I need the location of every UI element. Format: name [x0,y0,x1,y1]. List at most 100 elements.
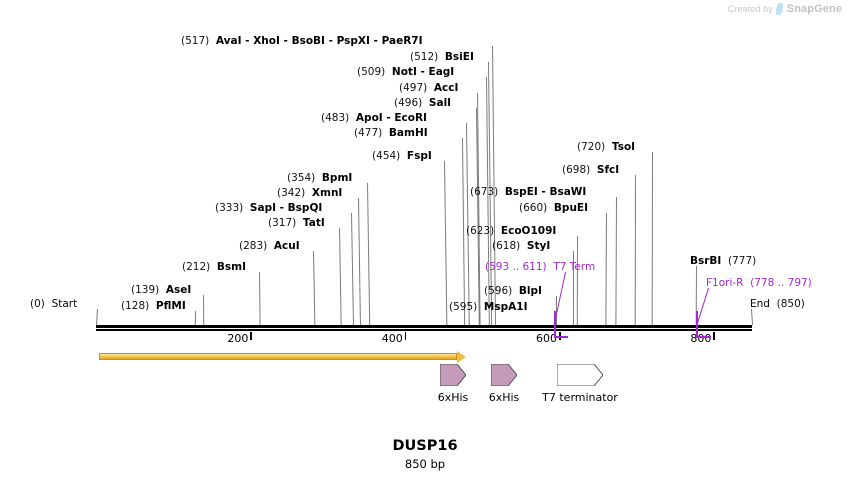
enzyme-separator: - [276,202,288,214]
enzyme-name: PflMI [155,300,186,312]
enzyme-name: SfcI [596,164,620,176]
snapgene-leaf-icon [775,3,784,15]
feature-arrow-t7-terminator[interactable] [557,364,603,386]
enzyme-position: (454) [372,150,401,162]
terminal-position: (850) [776,298,805,310]
ruler-label: 200 [227,332,249,345]
leader-line [203,294,205,326]
enzyme-position: (596) [484,285,513,297]
feature-position: (778 .. 797) [750,277,812,289]
enzyme-name: SapI [249,202,276,214]
enzyme-position: (333) [215,202,244,214]
enzyme-name: BspEI [504,186,538,198]
feature-range-bar [553,336,568,338]
sequence-name: DUSP16 [392,438,458,454]
feature-position: (593 .. 611) [485,261,547,273]
enzyme-position: (673) [470,186,499,198]
enzyme-name: BpmI [321,172,353,184]
enzyme-site-label[interactable]: (595) MspA1I [449,301,527,313]
enzyme-position: (698) [562,164,591,176]
sequence-backbone-line-lower [96,329,752,331]
ruler-tick [404,332,407,340]
feature-label[interactable]: (593 .. 611) T7 Term [485,261,595,273]
enzyme-position: (512) [410,51,439,63]
sequence-length: 850 bp [404,457,446,471]
enzyme-site-label[interactable]: (333) SapI - BspQI [215,202,322,214]
enzyme-site-label[interactable]: BsrBI (777) [690,255,756,267]
enzyme-name: BlpI [518,285,542,297]
enzyme-name: AseI [165,284,192,296]
leader-line [751,308,753,326]
leader-line [96,308,98,326]
leader-line [444,160,448,326]
enzyme-site-label[interactable]: (698) SfcI [562,164,619,176]
enzyme-site-label[interactable]: (497) AccI [399,82,458,94]
enzyme-site-label[interactable]: (342) XmnI [277,187,342,199]
enzyme-name: MspA1I [483,301,528,313]
enzyme-name: BsaWI [549,186,587,198]
enzyme-site-label[interactable]: (720) TsoI [577,141,635,153]
feature-arrow-label: 6xHis [437,391,469,404]
enzyme-site-label[interactable]: (128) PflMI [121,300,186,312]
leader-line [259,271,261,326]
snapgene-watermark: Created by SnapGene [728,3,842,15]
enzyme-name: SalI [428,97,452,109]
enzyme-site-label[interactable]: (139) AseI [131,284,191,296]
enzyme-site-label[interactable]: (317) TatI [268,217,325,229]
enzyme-site-label[interactable]: (496) SalI [394,97,451,109]
sequence-backbone-line [96,325,752,328]
ruler-tick [250,332,252,340]
feature-arrow-6xhis[interactable] [491,364,517,386]
enzyme-name: FspI [406,150,432,162]
leader-line [634,174,636,326]
feature-label[interactable]: F1ori-R (778 .. 797) [706,277,812,289]
enzyme-site-label[interactable]: (512) BsiEI [410,51,474,63]
ruler-label: 600 [536,332,558,345]
enzyme-position: (139) [131,284,160,296]
enzyme-name: BspQI [287,202,323,214]
enzyme-site-label[interactable]: (454) FspI [372,150,432,162]
terminal-name: End [750,298,770,310]
enzyme-position: (660) [519,202,548,214]
enzyme-site-label[interactable]: (596) BlpI [484,285,542,297]
enzyme-site-label[interactable]: (509) NotI - EagI [357,66,454,78]
enzyme-site-label[interactable]: (483) ApoI - EcoRI [321,112,427,124]
orf-arrow[interactable] [99,350,466,363]
ruler-label: 800 [690,332,712,345]
enzyme-name: AccI [433,82,459,94]
enzyme-name: AvaI [215,35,242,47]
enzyme-separator: - [382,112,395,124]
leader-line [651,151,653,326]
enzyme-site-label[interactable]: (517) AvaI - XhoI - BsoBI - PspXI - PaeR… [181,35,423,47]
enzyme-site-label[interactable]: (623) EcoO109I [466,225,556,237]
enzyme-name: EcoRI [394,112,427,124]
leader-line [358,197,361,325]
enzyme-site-label[interactable]: (477) BamHI [354,127,428,139]
enzyme-position: (342) [277,187,306,199]
sequence-title-block: DUSP16 850 bp [0,438,850,471]
enzyme-site-label[interactable]: (354) BpmI [287,172,352,184]
enzyme-position: (517) [181,35,210,47]
enzyme-separator: - [416,66,429,78]
feature-arrow-label: 6xHis [488,391,520,404]
enzyme-site-label[interactable]: (618) StyI [492,240,550,252]
enzyme-position: (477) [354,127,383,139]
enzyme-name: PspXI [336,35,370,47]
enzyme-name: EagI [428,66,455,78]
leader-line [605,212,607,326]
enzyme-position: (354) [287,172,316,184]
enzyme-site-label[interactable]: (660) BpuEI [519,202,588,214]
enzyme-position: (317) [268,217,297,229]
enzyme-name: BsiEI [444,51,474,63]
enzyme-separator: - [324,35,337,47]
enzyme-site-label[interactable]: (283) AcuI [239,240,300,252]
enzyme-site-label[interactable]: (212) BsmI [182,261,246,273]
enzyme-position: (128) [121,300,150,312]
enzyme-name: BamHI [388,127,428,139]
enzyme-site-label[interactable]: (673) BspEI - BsaWI [470,186,586,198]
leader-line [462,137,466,325]
enzyme-name: BpuEI [553,202,588,214]
enzyme-name: BsrBI [690,255,722,267]
feature-arrow-6xhis[interactable] [440,364,466,386]
enzyme-name: TsoI [611,141,636,153]
